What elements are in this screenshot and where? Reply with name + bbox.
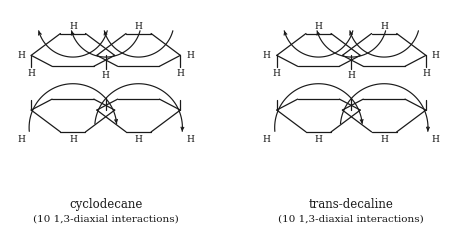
Text: (10 1,3-diaxial interactions): (10 1,3-diaxial interactions) — [278, 215, 424, 224]
Text: H: H — [380, 135, 388, 144]
Text: H: H — [18, 51, 25, 60]
Text: trans-decaline: trans-decaline — [309, 198, 394, 211]
Text: H: H — [69, 22, 77, 31]
Text: H: H — [135, 22, 143, 31]
Text: H: H — [18, 135, 25, 144]
Text: H: H — [347, 71, 356, 80]
Text: H: H — [176, 69, 184, 78]
Text: H: H — [315, 135, 322, 144]
Text: H: H — [315, 22, 322, 31]
Text: H: H — [27, 69, 35, 78]
Text: cyclodecane: cyclodecane — [69, 198, 143, 211]
Text: H: H — [273, 69, 281, 78]
Text: H: H — [186, 51, 194, 60]
Text: H: H — [135, 135, 143, 144]
Text: (10 1,3-diaxial interactions): (10 1,3-diaxial interactions) — [33, 215, 179, 224]
Text: H: H — [102, 71, 109, 80]
Text: H: H — [380, 22, 388, 31]
Text: H: H — [432, 51, 440, 60]
Text: H: H — [263, 135, 271, 144]
Text: H: H — [69, 135, 77, 144]
Text: H: H — [186, 135, 194, 144]
Text: H: H — [422, 69, 430, 78]
Text: H: H — [432, 135, 440, 144]
Text: H: H — [263, 51, 271, 60]
